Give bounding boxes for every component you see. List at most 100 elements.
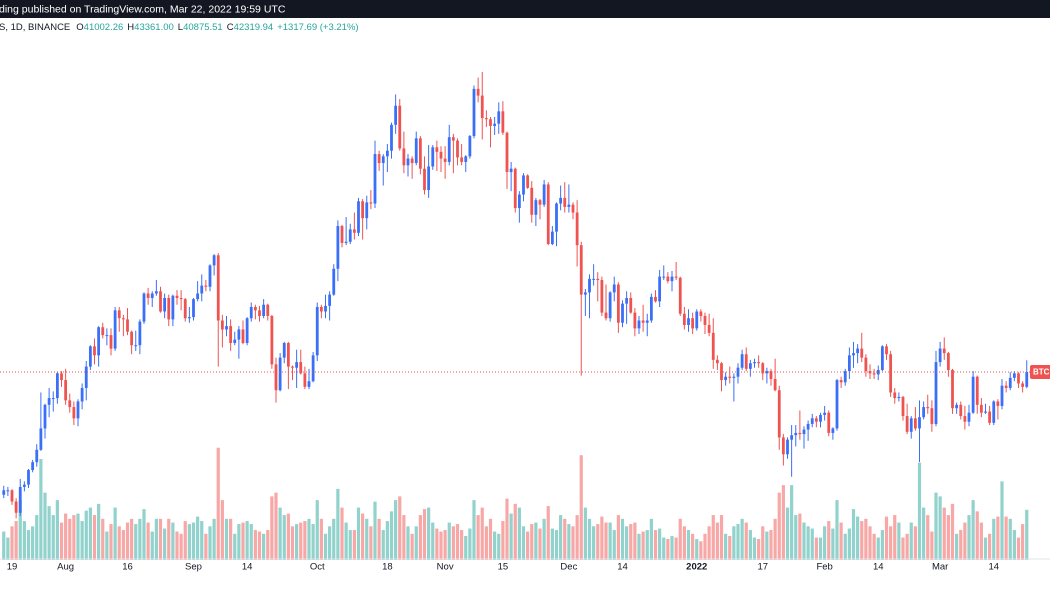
- x-tick-label: Mar: [932, 562, 948, 573]
- candle-body: [134, 345, 138, 347]
- candle-body: [311, 355, 315, 382]
- candle-body: [769, 371, 773, 379]
- volume-bar: [868, 526, 872, 560]
- candle-body: [175, 295, 179, 298]
- volume-bar: [109, 524, 113, 560]
- volume-bar: [55, 500, 59, 560]
- candle-body: [814, 418, 818, 422]
- candle-body: [319, 306, 323, 312]
- volume-bar: [200, 521, 204, 560]
- candle-body: [806, 423, 810, 430]
- volume-bar: [183, 521, 187, 560]
- volume-bar: [10, 526, 14, 560]
- candle-body: [357, 201, 360, 233]
- candle-body: [249, 306, 253, 319]
- candle-body: [369, 202, 373, 204]
- candle-body: [522, 175, 525, 195]
- candle-body: [423, 168, 426, 191]
- volume-bar: [625, 526, 629, 560]
- x-tick-label: Nov: [437, 562, 454, 573]
- volume-bar: [748, 530, 752, 560]
- volume-bar: [336, 488, 340, 560]
- volume-bar: [76, 513, 80, 560]
- candle-body: [864, 357, 868, 372]
- volume-bar: [295, 524, 299, 560]
- volume-bar: [839, 522, 843, 560]
- candle-body: [555, 203, 558, 232]
- volume-bar: [130, 518, 134, 560]
- candle-body: [274, 364, 278, 391]
- volume-bar: [394, 500, 398, 560]
- candle-body: [299, 362, 303, 374]
- candle-body: [984, 411, 987, 413]
- volume-bar: [691, 533, 695, 560]
- volume-bar: [563, 518, 567, 560]
- volume-bar: [538, 528, 542, 560]
- candle-body: [761, 363, 765, 374]
- volume-bar: [80, 521, 84, 560]
- candle-body: [996, 401, 1000, 406]
- volume-bar: [641, 531, 645, 560]
- volume-bar: [361, 513, 365, 560]
- candle-body: [930, 408, 934, 424]
- candle-body: [460, 157, 464, 162]
- volume-bar: [843, 533, 847, 560]
- candle-body: [291, 366, 294, 368]
- candle-body: [10, 490, 14, 502]
- candle-body: [711, 332, 715, 360]
- volume-bar: [583, 507, 587, 560]
- candle-body: [64, 380, 68, 401]
- candle-body: [377, 154, 381, 164]
- legend-key: C: [227, 22, 234, 33]
- candle-body: [414, 138, 418, 164]
- candle-body: [2, 490, 6, 495]
- x-tick-label: 14: [988, 562, 999, 573]
- candle-body: [633, 312, 637, 329]
- x-tick-label: 14: [873, 562, 884, 573]
- candle-body: [765, 371, 769, 374]
- volume-bar: [790, 485, 794, 560]
- candle-body: [757, 362, 761, 364]
- volume-bar: [521, 526, 526, 560]
- volume-bar: [744, 522, 748, 560]
- candle-body: [913, 418, 917, 429]
- candle-body: [918, 417, 921, 429]
- volume-bar: [662, 537, 666, 560]
- volume-bar: [113, 507, 117, 560]
- volume-bar: [777, 492, 781, 560]
- legend-symbol: S, 1D, BINANCE: [0, 22, 70, 33]
- volume-bar: [942, 507, 946, 560]
- candle-body: [183, 299, 187, 319]
- candle-body: [934, 362, 938, 424]
- volume-bar: [319, 518, 323, 560]
- volume-bar: [897, 522, 901, 560]
- volume-bar: [328, 526, 332, 560]
- volume-bar: [1021, 524, 1025, 560]
- candle-body: [266, 304, 270, 316]
- volume-bar: [241, 522, 245, 560]
- candle-body: [262, 304, 266, 316]
- candle-body: [303, 373, 307, 387]
- candle-body: [509, 168, 513, 173]
- candle-body: [295, 362, 299, 368]
- candle-body: [55, 373, 59, 399]
- volume-bar: [460, 530, 464, 560]
- x-tick-label: 2022: [686, 562, 707, 573]
- candle-body: [1017, 373, 1020, 384]
- volume-bar: [880, 530, 884, 560]
- volume-bar: [274, 492, 278, 560]
- candle-body: [720, 363, 723, 381]
- volume-bar: [476, 515, 480, 560]
- volume-bar: [64, 513, 68, 560]
- candle-body: [715, 359, 719, 364]
- candle-body: [827, 412, 831, 433]
- volume-bar: [670, 536, 674, 560]
- volume-bar: [332, 518, 336, 560]
- volume-bar: [604, 522, 608, 560]
- legend-key: O: [76, 22, 83, 33]
- candle-body: [84, 366, 88, 388]
- volume-bar: [282, 515, 286, 560]
- volume-bar: [237, 524, 241, 560]
- candle-body: [163, 298, 167, 312]
- volume-bar: [629, 524, 633, 560]
